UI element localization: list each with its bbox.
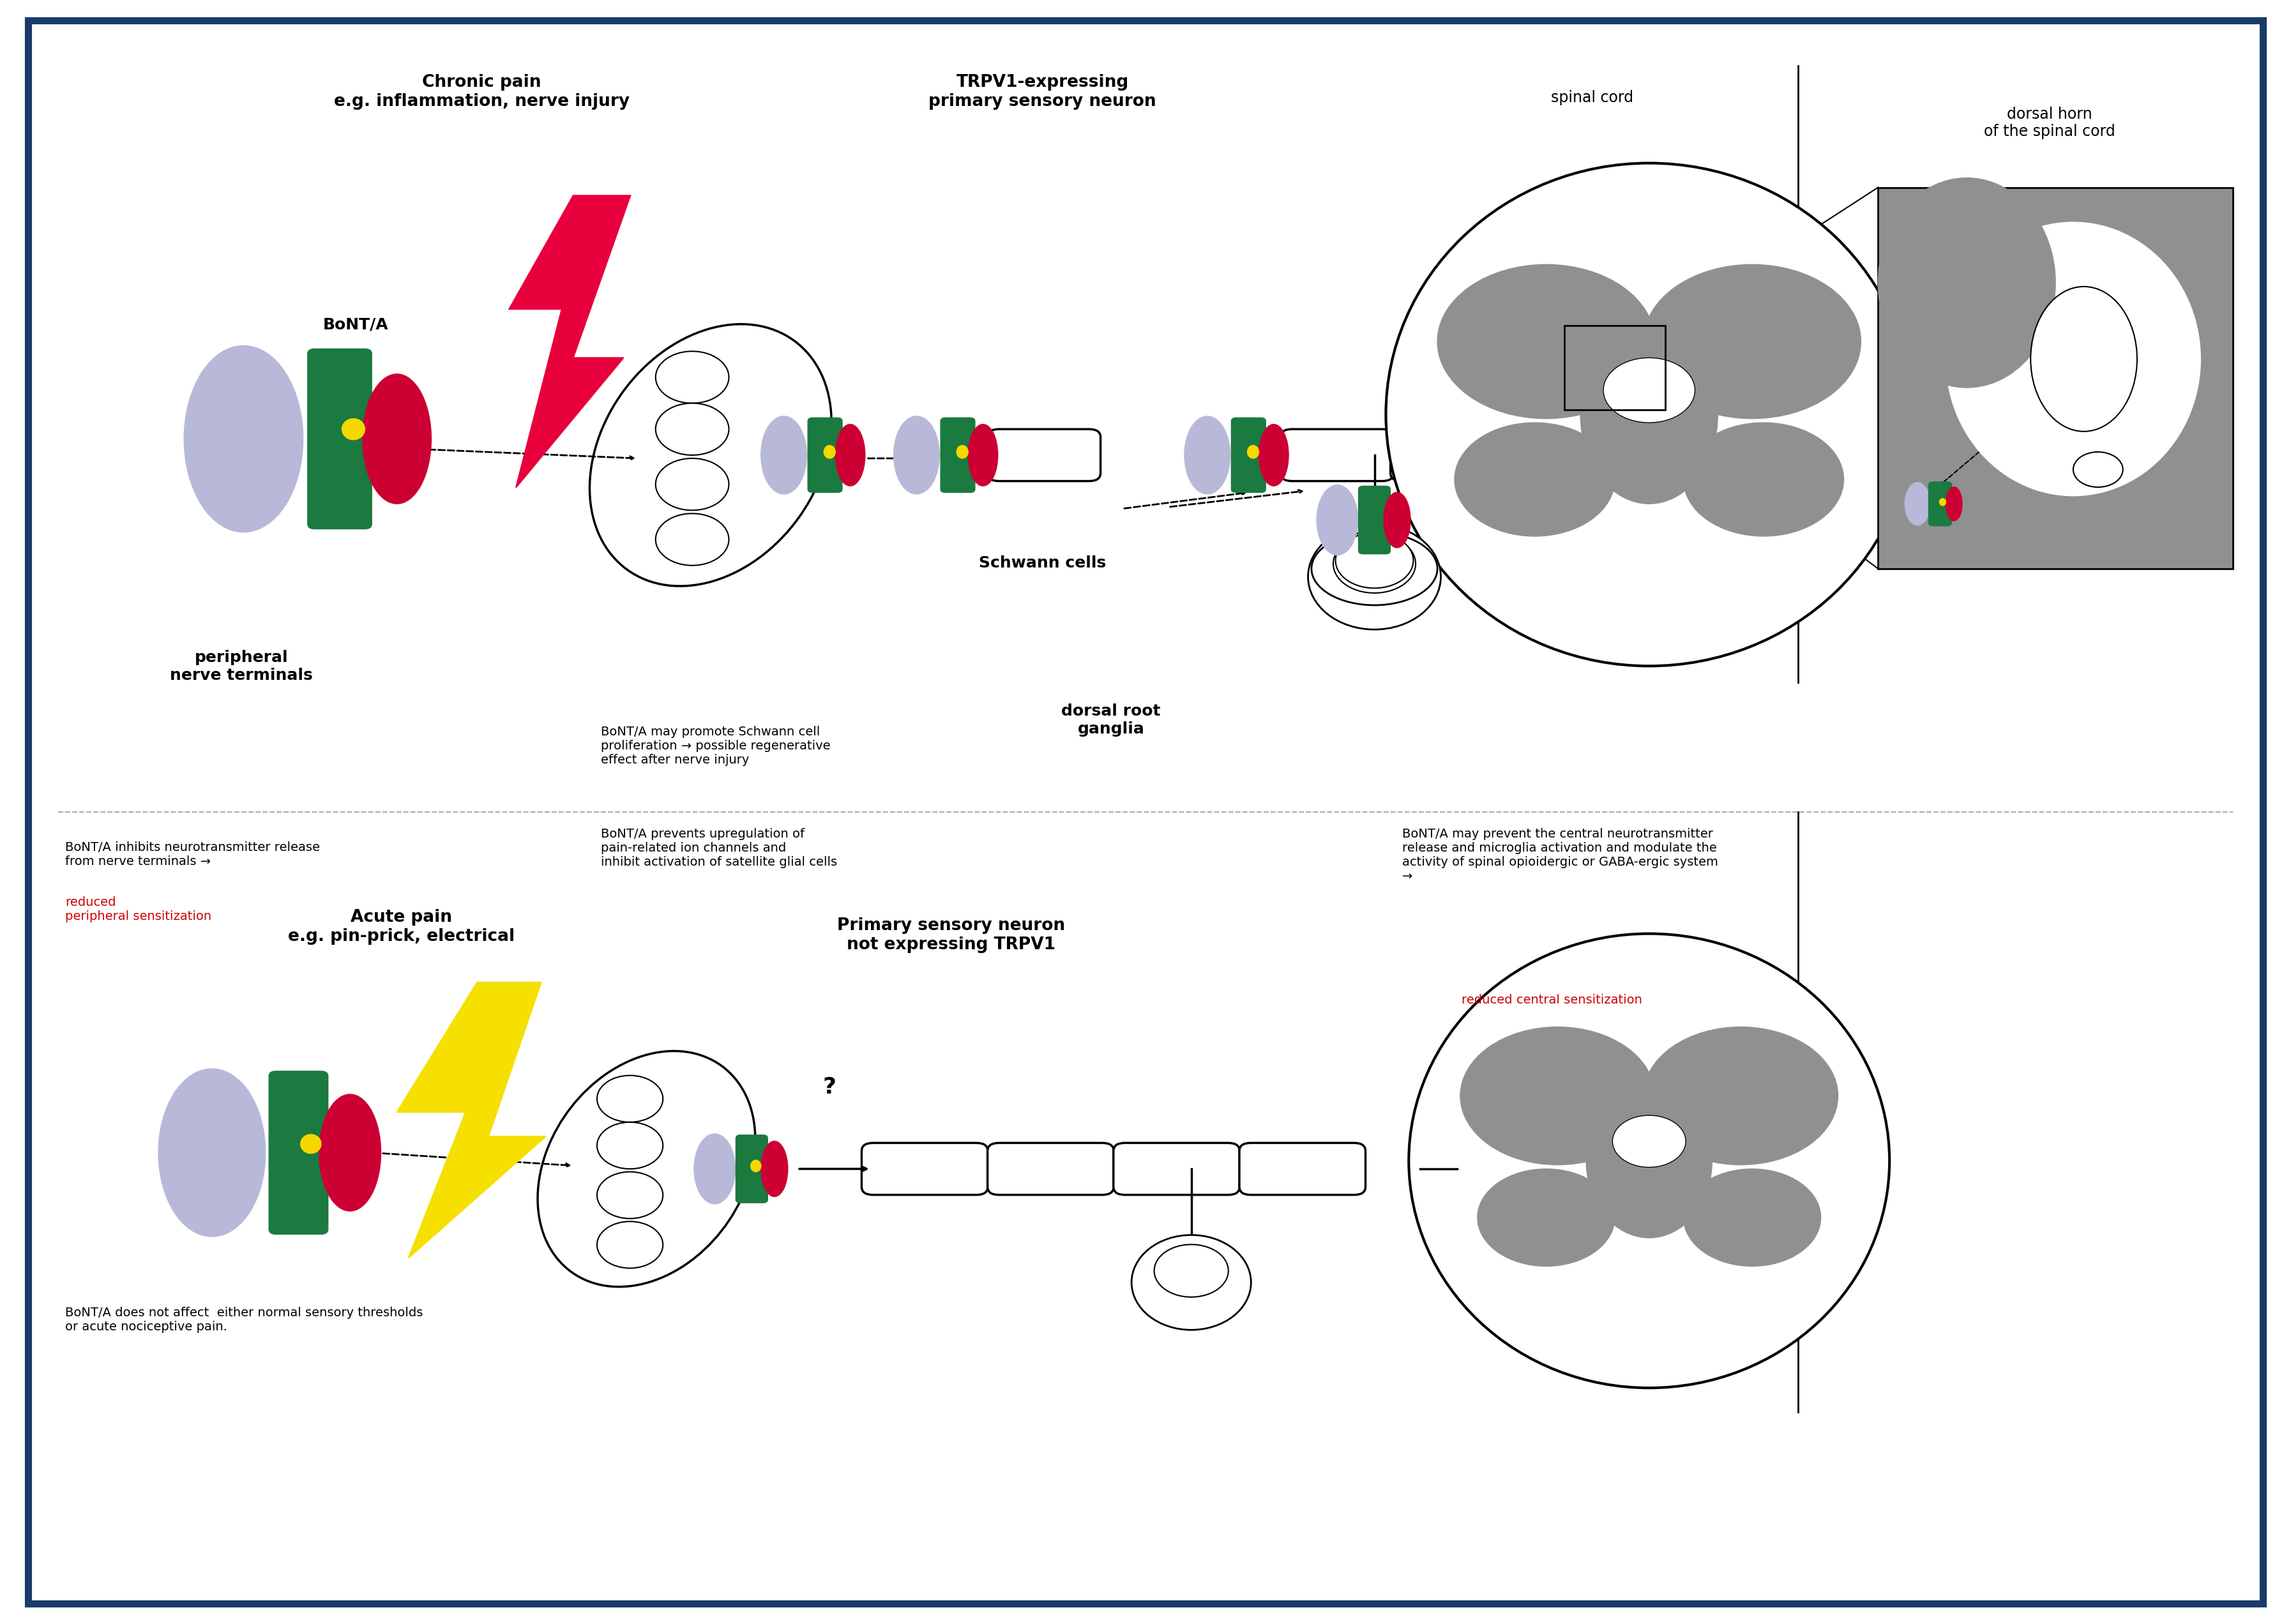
Text: dorsal horn
of the spinal cord: dorsal horn of the spinal cord [1984,106,2115,140]
Ellipse shape [1386,162,1913,666]
Circle shape [655,403,729,455]
FancyBboxPatch shape [1391,429,1503,481]
Ellipse shape [1409,934,1890,1389]
Ellipse shape [1940,499,1945,505]
FancyBboxPatch shape [1281,429,1393,481]
FancyBboxPatch shape [1929,482,1952,526]
Ellipse shape [1184,416,1230,494]
Ellipse shape [183,346,302,533]
Ellipse shape [1459,1026,1654,1164]
Ellipse shape [1945,222,2202,497]
Ellipse shape [1904,482,1929,525]
Text: BoNT/A: BoNT/A [323,317,389,333]
Ellipse shape [1436,265,1654,419]
Ellipse shape [969,424,999,486]
Ellipse shape [538,1051,756,1286]
Ellipse shape [825,445,836,458]
Ellipse shape [1684,1169,1821,1267]
Text: reduced
peripheral sensitization: reduced peripheral sensitization [64,896,211,922]
FancyBboxPatch shape [942,417,976,492]
Ellipse shape [694,1134,735,1203]
Polygon shape [509,195,630,487]
Circle shape [655,351,729,403]
FancyBboxPatch shape [268,1072,328,1234]
FancyBboxPatch shape [1359,486,1391,554]
FancyBboxPatch shape [735,1135,767,1203]
Ellipse shape [318,1095,380,1212]
Ellipse shape [362,374,431,503]
FancyBboxPatch shape [1879,187,2234,568]
Ellipse shape [751,1160,761,1173]
Text: Schwann cells: Schwann cells [978,555,1107,572]
Circle shape [655,513,729,565]
Ellipse shape [958,445,969,458]
Ellipse shape [1581,325,1718,503]
Ellipse shape [300,1135,321,1153]
Ellipse shape [1132,1234,1251,1330]
Text: dorsal root
ganglia: dorsal root ganglia [1061,703,1162,736]
Text: TRPV1-expressing
primary sensory neuron: TRPV1-expressing primary sensory neuron [928,73,1157,110]
FancyBboxPatch shape [307,349,371,529]
Text: BoNT/A does not affect  either normal sensory thresholds
or acute nociceptive pa: BoNT/A does not affect either normal sen… [64,1307,424,1333]
Circle shape [1155,1244,1228,1298]
Circle shape [1336,533,1414,588]
Ellipse shape [341,419,364,440]
Ellipse shape [1455,422,1615,536]
Text: Chronic pain
e.g. inflammation, nerve injury: Chronic pain e.g. inflammation, nerve in… [334,73,630,110]
Text: BoNT/A may promote Schwann cell
proliferation → possible regenerative
effect aft: BoNT/A may promote Schwann cell prolifer… [600,726,829,767]
Circle shape [1333,534,1416,593]
Text: reduced central sensitization: reduced central sensitization [1462,994,1643,1005]
FancyBboxPatch shape [809,417,843,492]
Ellipse shape [1643,1026,1837,1164]
Ellipse shape [1585,1083,1711,1237]
Ellipse shape [761,1142,788,1197]
FancyBboxPatch shape [1239,1143,1365,1195]
Ellipse shape [836,424,866,486]
Circle shape [598,1221,662,1268]
Ellipse shape [1317,486,1359,555]
Circle shape [598,1075,662,1122]
Polygon shape [396,983,545,1259]
Text: spinal cord: spinal cord [1551,89,1633,106]
FancyBboxPatch shape [1113,1143,1239,1195]
Ellipse shape [1879,179,2055,388]
Circle shape [655,458,729,510]
Ellipse shape [1258,424,1288,486]
Text: BoNT/A may prevent the central neurotransmitter
release and microglia activation: BoNT/A may prevent the central neurotran… [1402,828,1718,882]
Ellipse shape [1384,492,1411,547]
Circle shape [1604,357,1695,422]
Ellipse shape [1246,445,1258,458]
Ellipse shape [589,325,832,586]
Ellipse shape [1478,1169,1615,1267]
Ellipse shape [761,416,806,494]
Circle shape [1613,1116,1686,1168]
FancyBboxPatch shape [987,429,1100,481]
Text: Acute pain
e.g. pin-prick, electrical: Acute pain e.g. pin-prick, electrical [289,909,515,945]
Ellipse shape [1310,533,1436,606]
Text: peripheral
nerve terminals: peripheral nerve terminals [170,650,312,682]
Text: Primary sensory neuron
not expressing TRPV1: Primary sensory neuron not expressing TR… [836,918,1065,953]
FancyBboxPatch shape [987,1143,1113,1195]
Ellipse shape [1684,422,1844,536]
Ellipse shape [158,1069,266,1236]
Text: BoNT/A prevents upregulation of
pain-related ion channels and
inhibit activation: BoNT/A prevents upregulation of pain-rel… [600,828,836,869]
Ellipse shape [893,416,939,494]
FancyBboxPatch shape [861,1143,987,1195]
Circle shape [598,1173,662,1218]
Ellipse shape [2030,286,2138,432]
Text: ?: ? [822,1077,836,1098]
Text: BoNT/A inhibits neurotransmitter release
from nerve terminals →: BoNT/A inhibits neurotransmitter release… [64,841,321,867]
Ellipse shape [1945,487,1961,521]
Ellipse shape [1643,265,1860,419]
FancyBboxPatch shape [1230,417,1265,492]
Circle shape [2073,451,2124,487]
Circle shape [598,1122,662,1169]
Ellipse shape [1308,525,1441,630]
